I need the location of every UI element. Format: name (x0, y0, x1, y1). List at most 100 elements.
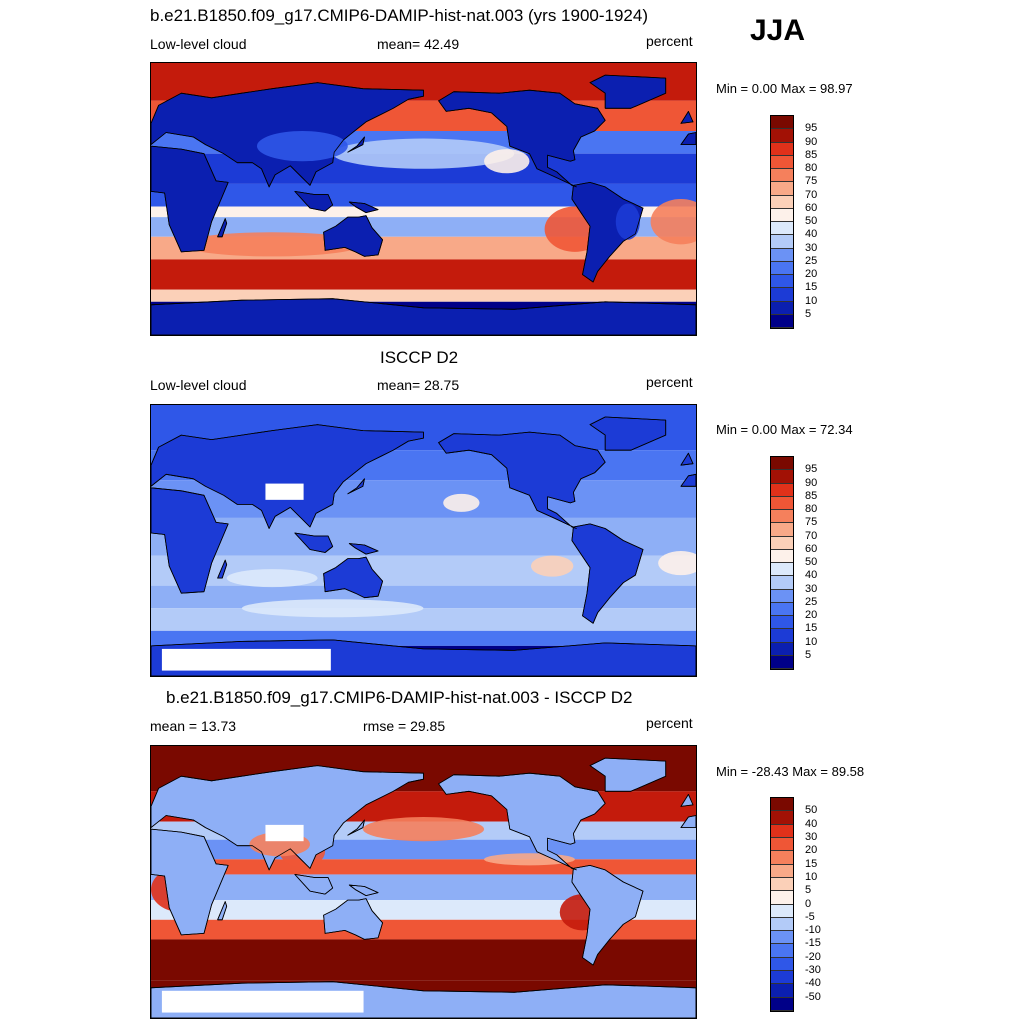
colorbar-tick-label: 30 (805, 830, 818, 843)
colorbar-box (771, 642, 793, 656)
colorbar-tick-label: 10 (805, 294, 818, 307)
coastline-shape (217, 559, 228, 579)
colorbar-tick-label: 70 (805, 529, 818, 542)
coastline-shape (294, 873, 334, 895)
colorbar-tick-label: 85 (805, 489, 818, 502)
coastline-shape (680, 132, 696, 145)
panel-variable-label: Low-level cloud (150, 377, 247, 393)
coastline-shape (589, 416, 667, 451)
panel-minmax: Min = 0.00 Max = 98.97 (716, 81, 853, 96)
panel-mean-label: mean= 28.75 (377, 377, 460, 393)
colorbar-box (771, 563, 793, 577)
colorbar-box (771, 798, 793, 812)
colorbar-box (771, 576, 793, 590)
coastline-shape (151, 298, 696, 335)
field-band (151, 919, 696, 940)
colorbar-box (771, 944, 793, 958)
field-patch (226, 569, 318, 588)
coastline-shape (347, 478, 365, 495)
field-patch (658, 551, 696, 576)
colorbar-tick-label: -50 (805, 990, 821, 1003)
colorbar-tick-label: 60 (805, 542, 818, 555)
field-patch (332, 138, 515, 169)
colorbar-box (771, 222, 793, 236)
field-patch (484, 149, 530, 174)
colorbar-tick-label: 95 (805, 463, 818, 476)
colorbar-box (771, 811, 793, 825)
colorbar-tick-label: 30 (805, 241, 818, 254)
colorbar-box (771, 314, 793, 328)
field-band (151, 183, 696, 207)
field-band (151, 608, 696, 631)
colorbar-tick-label: 40 (805, 228, 818, 241)
colorbar-tick-label: 25 (805, 254, 818, 267)
colorbar-box (771, 957, 793, 972)
colorbar-box (771, 837, 793, 852)
colorbar-tick-label: 50 (805, 556, 818, 568)
panel-mean-label: mean= 42.49 (377, 36, 460, 52)
colorbar-tick-label: 50 (805, 804, 818, 817)
map-diff-low-cloud (150, 745, 697, 1019)
colorbar-box (771, 629, 793, 643)
colorbar-box (771, 931, 793, 945)
missing-data-patch (265, 824, 304, 842)
colorbar-box (771, 116, 793, 130)
coastline-shape (438, 772, 606, 871)
colorbar-box (771, 864, 793, 878)
coastline-shape (571, 182, 644, 283)
colorbar-tick-label: 80 (805, 503, 818, 515)
coastline-shape (438, 431, 606, 529)
colorbar-box (771, 288, 793, 302)
coastline-shape (151, 424, 424, 529)
colorbar-box (771, 235, 793, 249)
colorbar-box (771, 301, 793, 315)
colorbar-box (771, 169, 793, 183)
coastline-shape (348, 201, 379, 214)
colorbar-box (771, 536, 793, 550)
colorbar-tick-label: 10 (805, 635, 818, 648)
colorbar-tick-label: 40 (805, 569, 818, 582)
colorbar-tick-label: 25 (805, 595, 818, 608)
colorbar-tick-label: -20 (805, 950, 821, 963)
colorbar-box (771, 261, 793, 275)
missing-data-patch (161, 990, 364, 1013)
colorbar-box (771, 523, 793, 537)
field-band (151, 289, 696, 302)
coastline-shape (348, 543, 379, 555)
missing-data-patch (161, 648, 331, 671)
coastline-shape (438, 89, 606, 188)
coastline-shape (589, 757, 667, 792)
colorbar-box (771, 971, 793, 985)
colorbar-box (771, 142, 793, 156)
coastline-shape (294, 532, 334, 553)
coastline-shape (347, 819, 365, 836)
season-label: JJA (750, 14, 806, 47)
colorbar-box (771, 195, 793, 209)
coastline-shape (151, 487, 229, 594)
colorbar-tick-label: 15 (805, 281, 818, 294)
colorbar-box (771, 510, 793, 524)
coastline-shape (680, 452, 694, 466)
colorbar-box (771, 904, 793, 918)
field-band (151, 939, 696, 981)
colorbar-box (771, 155, 793, 169)
field-patch (362, 817, 485, 842)
coastline-shape (294, 190, 334, 212)
panel-title-model: b.e21.B1850.f09_g17.CMIP6-DAMIP-hist-nat… (150, 6, 648, 25)
colorbar-tick-label: 90 (805, 135, 818, 148)
coastline-shape (151, 145, 229, 253)
coastline-shape (680, 473, 696, 487)
colorbar-tick-label: 50 (805, 215, 818, 227)
coastline-shape (323, 215, 384, 257)
colorbar-tick-label: 5 (805, 307, 812, 320)
coastline-shape (323, 556, 384, 599)
colorbar-tick-label: 30 (805, 582, 818, 595)
colorbar-tick-label: 20 (805, 268, 818, 280)
coastline-shape (151, 639, 696, 676)
colorbar-box (771, 549, 793, 563)
coastline-shape (151, 981, 696, 1018)
colorbar-tick-label: 85 (805, 148, 818, 161)
coastline-shape (151, 82, 424, 188)
coastline-shape (151, 828, 229, 936)
field-patch (181, 232, 363, 257)
